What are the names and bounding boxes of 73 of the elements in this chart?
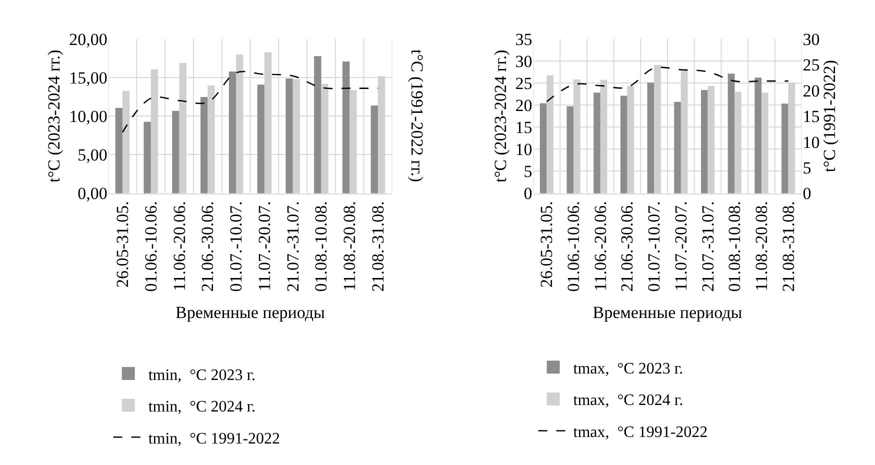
y2-tick-label: 0 — [802, 184, 812, 204]
legend-label: tmin, °C 2023 г. — [148, 366, 256, 384]
bar — [342, 62, 350, 194]
bar — [728, 74, 735, 194]
x-tick-label: 26.05-31.05. — [537, 201, 556, 288]
y2-tick-label: 20 — [802, 81, 820, 100]
y-tick-label: 15,00 — [69, 68, 108, 88]
bar — [700, 90, 708, 194]
x-tick-label: 21.07.-31.07. — [283, 201, 302, 292]
y-tick-label: 5,00 — [78, 146, 108, 165]
y2-tick-label: 25 — [802, 56, 820, 75]
y2-tick-label: 30 — [802, 30, 820, 49]
bar — [144, 122, 151, 194]
x-tick-label: 21.08.-31.08. — [778, 201, 798, 292]
legend-label: tmax, °C 2023 г. — [573, 360, 684, 378]
x-tick-label: 21.07.-31.07. — [698, 201, 718, 292]
y-tick-label: 15 — [515, 118, 532, 138]
bar — [566, 106, 574, 194]
bar — [782, 104, 788, 194]
bar — [172, 110, 180, 194]
x-tick-label: 21.08.-31.08. — [368, 201, 388, 292]
bar — [647, 82, 654, 194]
x-tick-label: 11.06.-20.06. — [170, 201, 189, 292]
x-tick-label: 01.07.-10.07. — [226, 201, 246, 292]
bar — [314, 56, 322, 194]
y-tick-label: 20 — [515, 96, 532, 115]
x-axis-title: Временные периоды — [176, 303, 326, 322]
x-tick-label: 11.08.-20.08. — [340, 201, 360, 292]
bar — [620, 96, 628, 194]
x-tick-label: 01.08.-10.08. — [725, 201, 744, 292]
bar — [115, 108, 123, 194]
y-axis-title: t°C (2023-2024 гг.) — [44, 50, 64, 182]
x-tick-label: 01.08.-10.08. — [312, 201, 331, 292]
line-series — [546, 66, 789, 102]
bar — [286, 78, 293, 194]
y-tick-label: 35 — [515, 30, 532, 49]
x-tick-label: 11.07.-20.07. — [254, 201, 274, 292]
bar — [370, 106, 378, 194]
x-axis-title: Временные периоды — [592, 303, 743, 322]
x-tick-label: 21.06.-30.06. — [198, 201, 218, 292]
legend-label: tmin, °C 1991-2022 — [148, 430, 280, 448]
y-tick-label: 0,00 — [78, 184, 108, 204]
y2-axis-title: t°C (1991-2022) — [820, 60, 840, 172]
y2-axis-title: t°C (1991-2022 гг.) — [408, 49, 427, 182]
bar — [228, 72, 236, 194]
legend-label: tmin, °C 2024 г. — [148, 398, 256, 416]
y2-tick-label: 15 — [802, 107, 820, 126]
x-tick-label: 21.06.-30.06. — [618, 201, 637, 292]
legend-label: tmax, °C 2024 г. — [573, 392, 684, 410]
bar — [594, 92, 600, 194]
bar — [200, 97, 208, 194]
bar — [754, 78, 762, 194]
y-tick-label: 20,00 — [69, 30, 108, 49]
y-tick-label: 30 — [515, 52, 532, 71]
x-tick-label: 11.08.-20.08. — [752, 201, 771, 292]
bar — [540, 103, 547, 194]
y-tick-label: 10,00 — [69, 107, 108, 126]
x-tick-label: 11.06.-20.06. — [590, 201, 610, 292]
y2-tick-label: 5 — [802, 158, 812, 178]
x-tick-label: 01.06.-10.06. — [141, 201, 160, 292]
bar — [257, 84, 265, 194]
y-tick-label: 5 — [524, 162, 532, 182]
x-tick-label: 26.05-31.05. — [113, 201, 132, 288]
y-axis-title: t°C (2023-2024 гг.) — [490, 50, 510, 182]
y-tick-label: 0 — [524, 184, 532, 204]
x-tick-label: 01.06.-10.06. — [564, 201, 584, 292]
x-tick-label: 01.07.-10.07. — [644, 201, 664, 292]
y-tick-label: 25 — [515, 74, 532, 93]
bar — [674, 102, 682, 194]
y2-tick-label: 10 — [802, 132, 820, 152]
y-tick-label: 10 — [515, 140, 532, 160]
legend-label: tmax, °C 1991-2022 — [573, 424, 708, 442]
x-tick-label: 11.07.-20.07. — [671, 201, 690, 292]
